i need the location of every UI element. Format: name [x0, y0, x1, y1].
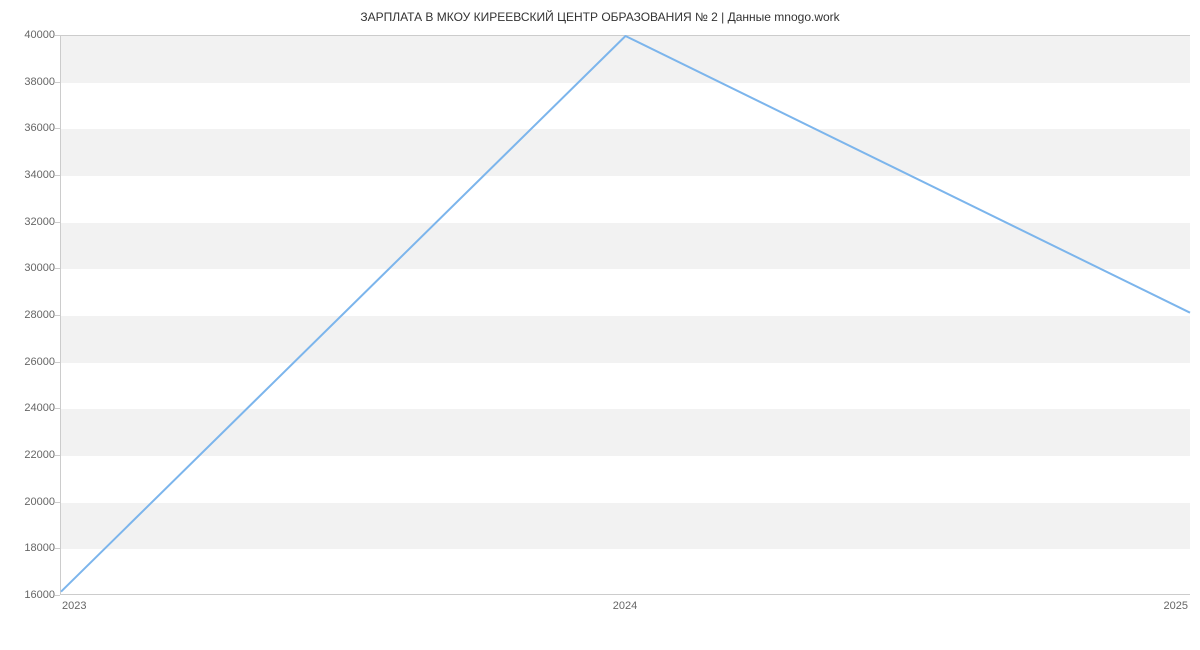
y-tick-label: 26000 [5, 356, 55, 368]
y-tick-mark [55, 362, 60, 363]
y-tick-label: 22000 [5, 449, 55, 461]
x-tick-label: 2023 [62, 600, 86, 612]
y-tick-mark [55, 455, 60, 456]
y-tick-label: 30000 [5, 262, 55, 274]
chart-title: ЗАРПЛАТА В МКОУ КИРЕЕВСКИЙ ЦЕНТР ОБРАЗОВ… [0, 0, 1200, 24]
plot-area [60, 35, 1190, 595]
y-tick-label: 24000 [5, 402, 55, 414]
x-tick-label: 2025 [1164, 600, 1188, 612]
y-tick-label: 20000 [5, 496, 55, 508]
y-tick-mark [55, 595, 60, 596]
y-tick-mark [55, 35, 60, 36]
y-tick-mark [55, 315, 60, 316]
y-tick-label: 16000 [5, 589, 55, 601]
y-tick-label: 36000 [5, 122, 55, 134]
y-tick-label: 34000 [5, 169, 55, 181]
y-tick-label: 18000 [5, 542, 55, 554]
y-tick-mark [55, 175, 60, 176]
y-tick-label: 40000 [5, 29, 55, 41]
y-tick-label: 38000 [5, 76, 55, 88]
y-tick-mark [55, 268, 60, 269]
x-tick-label: 2024 [613, 600, 637, 612]
y-tick-mark [55, 502, 60, 503]
line-series [61, 36, 1190, 594]
y-tick-mark [55, 82, 60, 83]
y-tick-mark [55, 408, 60, 409]
y-tick-mark [55, 548, 60, 549]
y-tick-label: 32000 [5, 216, 55, 228]
chart-container: ЗАРПЛАТА В МКОУ КИРЕЕВСКИЙ ЦЕНТР ОБРАЗОВ… [0, 0, 1200, 650]
y-tick-label: 28000 [5, 309, 55, 321]
data-line-path [61, 36, 1190, 592]
y-tick-mark [55, 222, 60, 223]
y-tick-mark [55, 128, 60, 129]
